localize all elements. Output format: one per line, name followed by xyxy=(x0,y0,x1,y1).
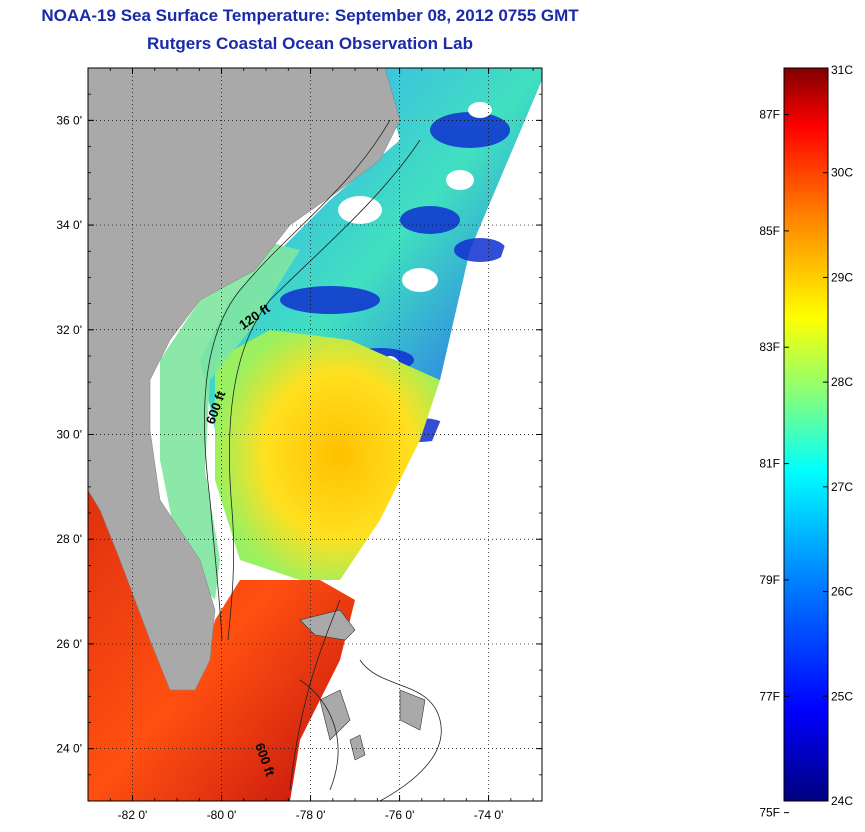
bahamas-islands xyxy=(299,609,426,761)
map-title: NOAA-19 Sea Surface Temperature: Septemb… xyxy=(41,6,579,25)
bathymetry-contours xyxy=(204,119,442,801)
sst-swath-warm xyxy=(215,330,440,580)
lat-tick-label-0: 24 0' xyxy=(56,742,82,756)
lat-tick-label-4: 32 0' xyxy=(56,323,82,337)
colorbar-f-label-5: 77F xyxy=(759,689,780,703)
land-southeast-us xyxy=(88,68,401,691)
lon-tick-label-3: -76 0' xyxy=(385,808,415,822)
lon-tick-label-4: -74 0' xyxy=(474,808,504,822)
colorbar-c-label-0: 31C xyxy=(831,63,853,77)
colorbar-c-label-1: 30C xyxy=(831,166,853,180)
lat-tick-label-2: 28 0' xyxy=(56,532,82,546)
colorbar-f-label-6: 75F xyxy=(759,806,780,820)
lat-tick-label-1: 26 0' xyxy=(56,637,82,651)
colorbar-f-label-1: 85F xyxy=(759,224,780,238)
sst-coastal-band xyxy=(160,240,300,600)
colorbar-c-label-2: 29C xyxy=(831,270,853,284)
lat-tick-label-6: 36 0' xyxy=(56,113,82,127)
lat-tick-label-5: 34 0' xyxy=(56,218,82,232)
map-subtitle: Rutgers Coastal Ocean Observation Lab xyxy=(147,34,473,53)
lat-tick-label-3: 30 0' xyxy=(56,428,82,442)
lon-tick-label-0: -82 0' xyxy=(118,808,148,822)
colorbar-c-label-4: 27C xyxy=(831,480,853,494)
colorbar-f-label-0: 87F xyxy=(759,108,780,122)
colorbar-f-label-4: 79F xyxy=(759,573,780,587)
colorbar-c-label-6: 25C xyxy=(831,689,853,703)
colorbar-labels: 31C 30C 29C 28C 27C 26C 25C 24C 87F 85F 83F 81F 79F 7… xyxy=(759,63,853,820)
lon-tick-label-2: -78 0' xyxy=(296,808,326,822)
colorbar-f-label-3: 81F xyxy=(759,457,780,471)
colorbar-c-label-3: 28C xyxy=(831,375,853,389)
colorbar-c-label-7: 24C xyxy=(831,794,853,808)
no-data-region-2 xyxy=(290,300,542,801)
lon-tick-label-1: -80 0' xyxy=(207,808,237,822)
colorbar xyxy=(783,67,829,802)
map-axes: -82 0' -80 0' -78 0' -76 0' -74 0' 24 0' 26 0'… xyxy=(56,67,542,822)
colorbar-c-label-5: 26C xyxy=(831,585,853,599)
colorbar-f-label-2: 83F xyxy=(759,340,780,354)
